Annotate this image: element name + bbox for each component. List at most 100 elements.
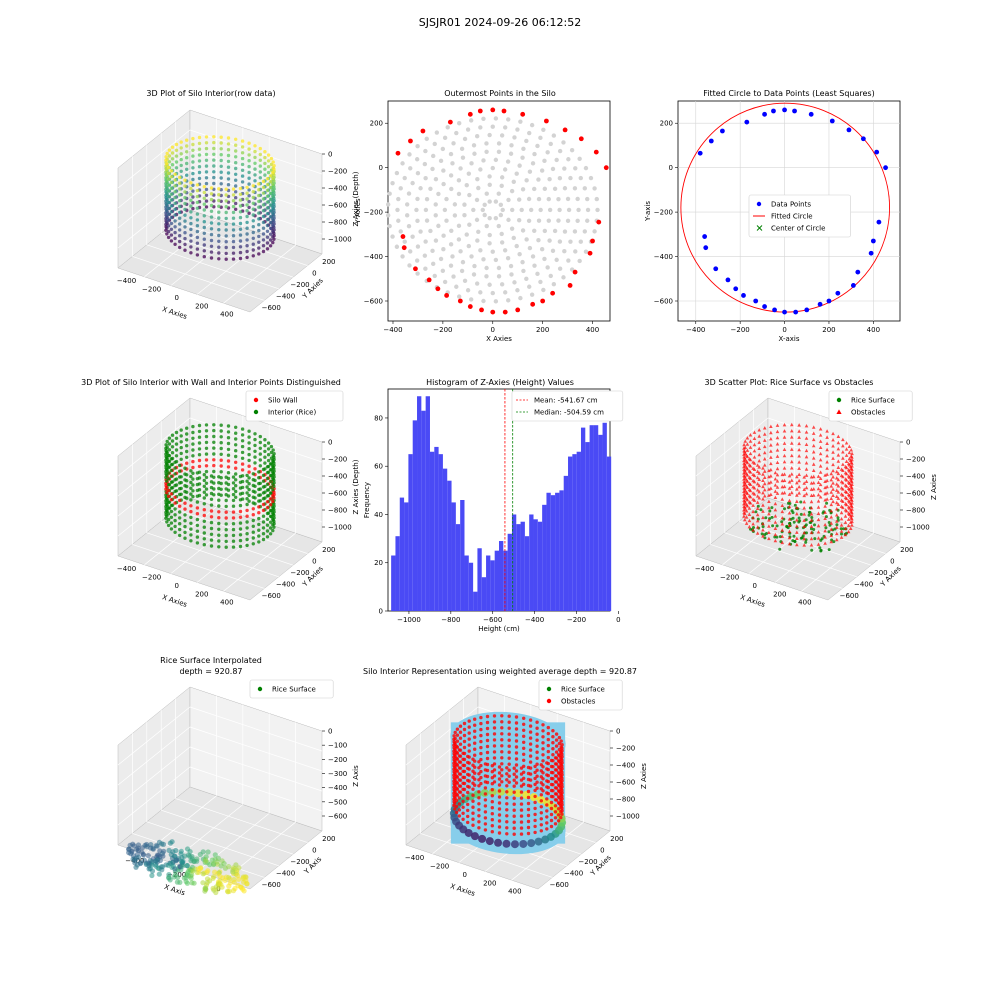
p6-point — [742, 508, 746, 512]
p8-point — [458, 724, 463, 728]
p6-point — [818, 488, 823, 493]
p6-point — [795, 499, 799, 503]
p4-point — [197, 453, 202, 457]
p1-point — [212, 152, 216, 156]
p6-point — [823, 498, 827, 502]
p2-interior-point — [450, 254, 455, 259]
p6-point — [850, 479, 854, 484]
p8-point — [522, 722, 526, 726]
p4-point — [245, 479, 249, 483]
p4-point — [234, 478, 238, 482]
p6-point — [769, 424, 773, 429]
p8-point — [455, 733, 460, 737]
p1-point — [204, 187, 209, 192]
p1-point — [240, 168, 245, 172]
p4-point — [212, 463, 216, 468]
p1-point — [253, 149, 257, 154]
p4-point — [224, 510, 228, 514]
p6-rice-point — [783, 507, 786, 511]
p4-point — [231, 516, 236, 520]
p8-point — [526, 819, 531, 824]
p4-point — [189, 480, 193, 485]
p4-point — [167, 442, 172, 446]
p8-point — [497, 813, 502, 817]
p8-point — [539, 799, 543, 803]
p8-ztick: −800 — [616, 796, 635, 804]
p1-point — [234, 155, 238, 159]
p1-point — [165, 162, 169, 166]
p6-rice-point — [804, 518, 808, 522]
p2-interior-point — [457, 294, 462, 299]
p4-point — [226, 447, 231, 452]
p8-point — [514, 769, 519, 773]
p6-point — [773, 520, 778, 524]
p3-data-point — [697, 150, 703, 156]
p1-point — [245, 209, 249, 213]
p1-point — [265, 212, 270, 216]
p4-point — [195, 494, 200, 498]
p2-interior-point — [592, 186, 597, 191]
p5-bar — [460, 500, 465, 611]
p4-point — [258, 440, 262, 445]
p1-point — [209, 256, 214, 260]
p2-interior-point — [547, 176, 552, 182]
p2-interior-point — [505, 159, 511, 164]
p1-point — [253, 173, 257, 177]
p5-ytick: 60 — [374, 463, 383, 471]
p2-interior-point — [456, 191, 462, 197]
p2-interior-point — [509, 272, 514, 277]
p6-rice-point — [770, 506, 774, 510]
p8-point — [500, 738, 504, 742]
p7-surface-cell — [128, 851, 134, 857]
p2-interior-point — [468, 297, 474, 302]
p8-point — [457, 814, 462, 818]
p8-point — [507, 744, 511, 748]
p2-interior-point — [583, 165, 589, 171]
p2-interior-point — [527, 245, 533, 251]
p5-ytick: 0 — [379, 608, 383, 616]
p1-point — [165, 197, 169, 201]
p2-interior-point — [573, 166, 578, 171]
p8-point — [526, 807, 531, 812]
p6-point — [848, 508, 853, 512]
p7-surface-cell — [155, 856, 161, 862]
p5-bar — [511, 514, 517, 611]
p1-point — [217, 239, 221, 243]
p3-data-point — [793, 309, 799, 315]
p6-point — [744, 490, 749, 494]
p1-point — [265, 200, 270, 204]
p6-point — [751, 503, 755, 507]
p2-interior-point — [462, 278, 468, 283]
p6-point — [782, 441, 787, 445]
p8-point — [545, 803, 549, 807]
p4-point — [238, 474, 243, 479]
p4-point — [231, 533, 236, 538]
p5-bar — [516, 524, 521, 611]
p6-rice-point — [761, 525, 765, 529]
p8-point — [483, 810, 488, 814]
p8-rice-surface-cell — [464, 828, 473, 837]
p8-point — [457, 808, 462, 812]
p4-point — [209, 497, 214, 501]
p1-point — [202, 255, 206, 259]
p6-point — [787, 492, 792, 496]
p1-point — [185, 144, 189, 148]
p6-point — [809, 512, 814, 516]
p4-point — [195, 512, 200, 516]
p1-point — [204, 193, 209, 197]
p4-point — [179, 445, 183, 450]
p1-point — [224, 257, 228, 261]
p1-point — [251, 213, 255, 217]
p5-bar — [391, 555, 396, 611]
p3-data-point — [733, 286, 739, 292]
p6-ztick: −800 — [906, 507, 925, 515]
p4-point — [189, 515, 193, 520]
p1-point — [173, 207, 177, 211]
p6-point — [834, 513, 839, 517]
p2-interior-point — [408, 249, 413, 254]
p1-point — [197, 170, 202, 175]
p1-point — [189, 216, 193, 220]
p1-point — [191, 166, 195, 170]
p2-interior-point — [418, 229, 423, 234]
p8-point — [539, 763, 543, 767]
